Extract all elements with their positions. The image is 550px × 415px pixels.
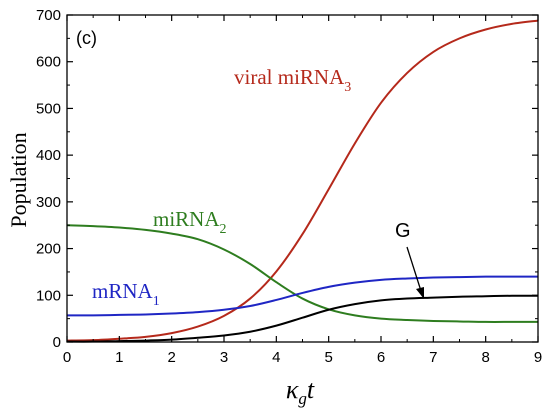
x-tick-label: 4 bbox=[272, 349, 280, 366]
x-tick-label: 6 bbox=[377, 349, 385, 366]
x-tick-label: 3 bbox=[220, 349, 228, 366]
panel-label: (c) bbox=[76, 28, 97, 48]
x-tick-label: 1 bbox=[115, 349, 123, 366]
y-tick-label: 0 bbox=[53, 334, 61, 351]
y-tick-label: 300 bbox=[36, 194, 61, 211]
x-tick-label: 8 bbox=[481, 349, 489, 366]
x-axis-label: κgt bbox=[286, 375, 315, 408]
x-tick-label: 0 bbox=[63, 349, 71, 366]
g-arrow bbox=[406, 246, 424, 299]
y-axis-label: Population bbox=[6, 132, 31, 227]
series-line-1 bbox=[66, 224, 538, 323]
x-tick-label: 5 bbox=[324, 349, 332, 366]
series-line-2 bbox=[66, 275, 538, 317]
y-tick-label: 400 bbox=[36, 147, 61, 164]
series-label-mirna2: miRNA2 bbox=[153, 207, 227, 237]
y-tick-label: 600 bbox=[36, 54, 61, 71]
y-tick-label: 100 bbox=[36, 287, 61, 304]
y-tick-label: 200 bbox=[36, 241, 61, 258]
arrow-head-icon bbox=[416, 287, 424, 299]
series-label-g: G bbox=[395, 220, 411, 242]
x-tick-label: 9 bbox=[534, 349, 542, 366]
y-tick-label: 700 bbox=[36, 7, 61, 24]
x-tick-label: 2 bbox=[167, 349, 175, 366]
x-tick-label: 7 bbox=[429, 349, 437, 366]
y-tick-label: 500 bbox=[36, 100, 61, 117]
series-line-0 bbox=[66, 19, 539, 342]
series-label-viral-mirna3: viral miRNA3 bbox=[234, 65, 351, 95]
series-label-mrna1: mRNA1 bbox=[92, 279, 160, 309]
axis-ticks: 0 1 2 3 4 5 6 7 8 9 0 100 200 300 400 500 600 700 bbox=[36, 7, 542, 366]
